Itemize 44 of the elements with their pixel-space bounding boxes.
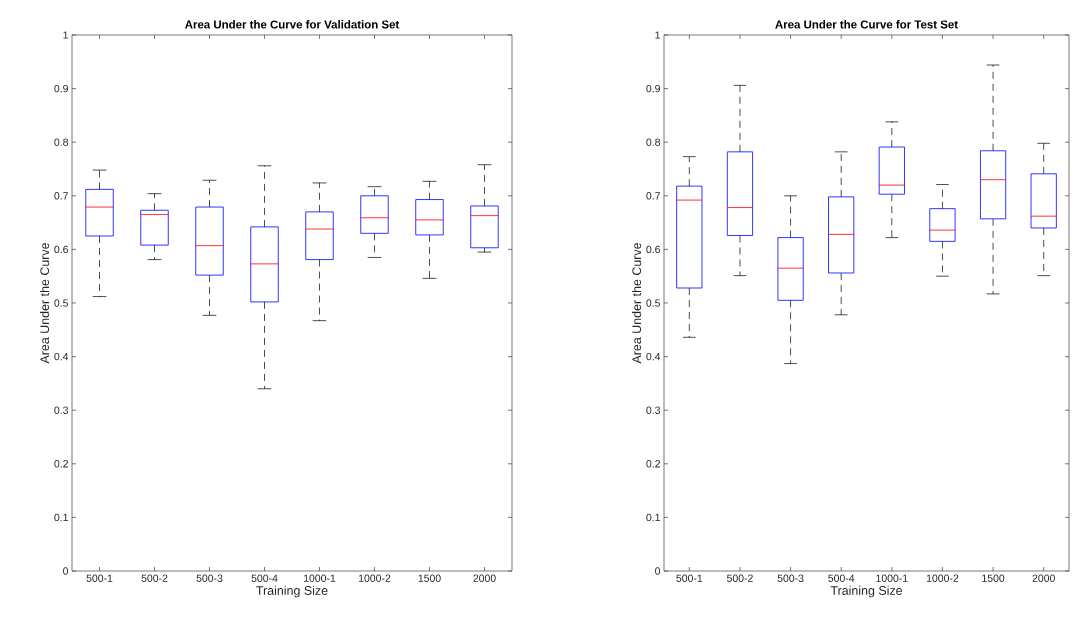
y-tick-label: 0.5	[54, 299, 69, 307]
y-tick-label: 1	[655, 31, 660, 39]
x-tick-label: 500-1	[86, 574, 113, 582]
y-tick-label: 0.7	[646, 192, 660, 200]
y-tick-label: 0.7	[54, 192, 68, 200]
y-tick-label: 0.9	[54, 84, 68, 93]
x-tick-label: 500-2	[726, 574, 753, 582]
y-tick-label: 0.8	[54, 138, 69, 146]
y-tick-label: 0.8	[646, 138, 661, 146]
y-axis-title: Area Under the Curve	[631, 243, 642, 364]
x-tick-label: 1000-1	[876, 574, 908, 582]
x-tick-label: 1500	[982, 574, 1005, 582]
x-tick-label: 500-1	[676, 574, 703, 582]
chart-title: Area Under the Curve for Test Set	[775, 20, 958, 29]
y-tick-label: 0.3	[646, 406, 661, 414]
x-tick-label: 500-4	[251, 574, 278, 582]
y-tick-label: 0.6	[646, 245, 661, 254]
y-tick-label: 0	[655, 567, 661, 575]
x-tick-label: 1000-2	[359, 574, 391, 582]
x-tick-label: 500-4	[828, 574, 855, 582]
y-tick-label: 0.4	[54, 352, 69, 361]
y-tick-label: 0.6	[54, 245, 69, 254]
x-tick-label: 1000-2	[926, 574, 959, 582]
x-tick-label: 500-2	[141, 574, 168, 582]
x-tick-label: 500-3	[196, 574, 223, 582]
y-tick-label: 0.2	[646, 460, 660, 468]
x-tick-label: 500-3	[777, 574, 804, 582]
chart-title: Area Under the Curve for Validation Set	[185, 20, 400, 29]
y-tick-label: 1	[63, 31, 68, 39]
x-tick-label: 1500	[418, 574, 441, 582]
y-tick-label: 0.4	[646, 352, 661, 361]
y-tick-label: 0.1	[54, 513, 68, 522]
y-tick-label: 0	[63, 567, 69, 575]
y-tick-label: 0.2	[54, 460, 68, 468]
x-axis-title: Training Size	[256, 585, 328, 598]
y-tick-label: 0.3	[54, 406, 69, 414]
y-tick-label: 0.9	[646, 84, 660, 93]
x-axis-title: Training Size	[830, 585, 903, 598]
y-tick-label: 0.1	[646, 513, 660, 522]
x-tick-label: 1000-1	[304, 574, 336, 582]
y-axis-title: Area Under the Curve	[39, 243, 50, 364]
y-tick-label: 0.5	[646, 299, 661, 307]
x-tick-label: 2000	[473, 574, 496, 582]
x-tick-label: 2000	[1032, 574, 1055, 582]
